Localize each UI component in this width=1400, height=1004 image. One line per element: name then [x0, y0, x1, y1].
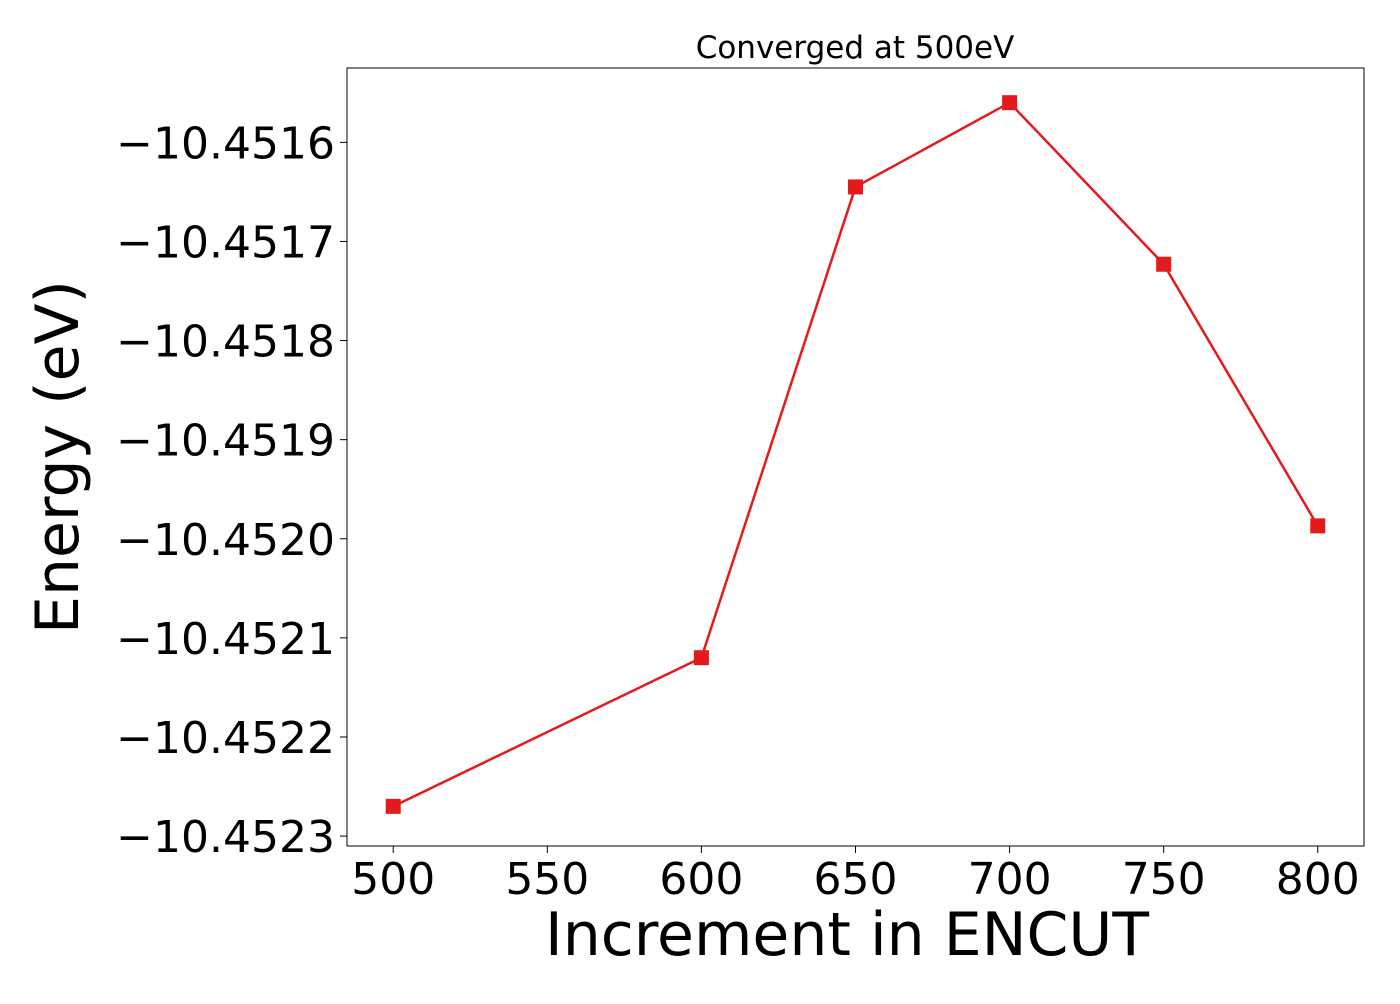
x-tick-label: 700 [968, 854, 1052, 905]
chart-title: Converged at 500eV [696, 30, 1015, 66]
data-point-marker [1156, 256, 1172, 272]
x-tick-label: 800 [1276, 854, 1360, 905]
series-line [392, 101, 1319, 808]
data-point-marker [848, 179, 863, 195]
y-tick-label: −10.4517 [116, 217, 335, 268]
x-axis-ticks: 500 550 600 650 700 750 800 [351, 846, 1360, 905]
x-tick-label: 600 [659, 854, 743, 905]
y-tick-label: −10.4516 [116, 118, 335, 169]
y-tick-label: −10.4523 [116, 812, 335, 863]
series-layer [385, 95, 1326, 814]
y-tick-label: −10.4521 [116, 614, 335, 665]
y-axis-ticks: −10.4516 −10.4517 −10.4518 −10.4519 −10.4520… [116, 118, 347, 863]
data-point-marker [385, 798, 401, 814]
x-axis-label: Increment in ENCUT [545, 900, 1149, 970]
x-tick-label: 550 [505, 854, 589, 905]
y-tick-label: −10.4520 [116, 515, 335, 566]
x-tick-label: 750 [1122, 854, 1206, 905]
y-tick-label: −10.4522 [116, 713, 335, 764]
x-tick-label: 650 [814, 854, 898, 905]
data-point-marker [1002, 95, 1018, 111]
y-tick-label: −10.4519 [116, 416, 335, 467]
x-tick-label: 500 [351, 854, 435, 905]
data-point-marker [1310, 518, 1326, 534]
data-point-marker [693, 650, 709, 666]
y-axis-label: Energy (eV) [23, 280, 93, 634]
y-tick-label: −10.4518 [116, 317, 335, 368]
